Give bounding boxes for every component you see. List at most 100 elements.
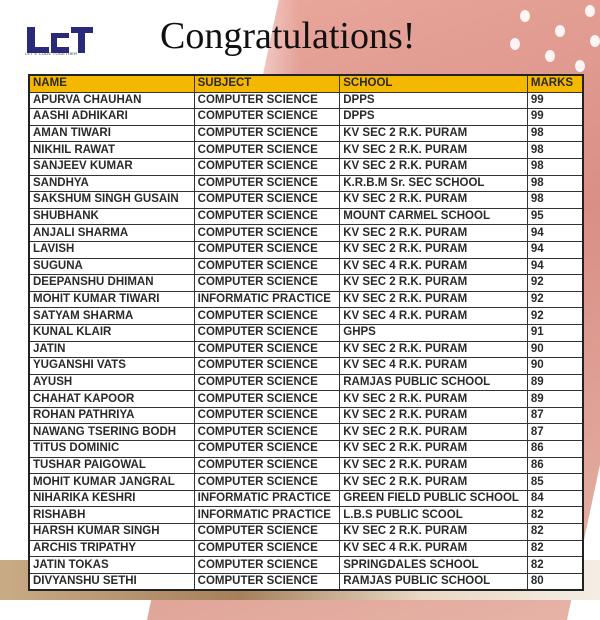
cell-subject: COMPUTER SCIENCE	[193, 406, 341, 425]
cell-school: KV SEC 2 R.K. PURAM	[339, 157, 528, 176]
cell-marks: 98	[526, 174, 584, 193]
cell-name: JATIN	[28, 340, 195, 359]
cell-marks: 90	[526, 357, 584, 375]
cell-school: SPRINGDALES SCHOOL	[339, 556, 528, 574]
cell-name: SANJEEV KUMAR	[28, 157, 195, 176]
cell-subject: COMPUTER SCIENCE	[193, 440, 341, 458]
table-header-row: NAME SUBJECT SCHOOL MARKS	[28, 74, 584, 93]
cell-school: KV SEC 2 R.K. PURAM	[339, 456, 528, 475]
cell-school: KV SEC 2 R.K. PURAM	[339, 473, 528, 491]
lct-logo	[27, 27, 93, 53]
cell-school: GREEN FIELD PUBLIC SCHOOL	[339, 489, 528, 508]
cell-name: HARSH KUMAR SINGH	[28, 523, 195, 541]
cell-school: KV SEC 2 R.K. PURAM	[339, 523, 528, 541]
cell-name: AMAN TIWARI	[28, 124, 195, 143]
cell-school: KV SEC 2 R.K. PURAM	[339, 191, 528, 209]
table-row: ANJALI SHARMA COMPUTER SCIENCE KV SEC 2 R.…	[28, 224, 584, 242]
cell-name: YUGANSHI VATS	[28, 357, 195, 375]
cell-name: SANDHYA	[28, 174, 195, 193]
cell-school: KV SEC 2 R.K. PURAM	[339, 141, 528, 159]
table-row: NIHARIKA KESHRI INFORMATIC PRACTICE GREEN …	[28, 489, 584, 508]
cell-school: KV SEC 2 R.K. PURAM	[339, 390, 528, 408]
table-row: SANDHYA COMPUTER SCIENCE K.R.B.M Sr. SEC S…	[28, 174, 584, 193]
cell-subject: COMPUTER SCIENCE	[193, 539, 341, 558]
table-row: NIKHIL RAWAT COMPUTER SCIENCE KV SEC 2 R.K…	[28, 141, 584, 159]
cell-marks: 99	[526, 91, 584, 110]
cell-subject: INFORMATIC PRACTICE	[193, 506, 341, 525]
cell-name: JATIN TOKAS	[28, 556, 195, 574]
cell-marks: 89	[526, 390, 584, 408]
cell-marks: 94	[526, 257, 584, 276]
cell-subject: COMPUTER SCIENCE	[193, 124, 341, 143]
cell-school: KV SEC 2 R.K. PURAM	[339, 423, 528, 442]
cell-marks: 92	[526, 274, 584, 292]
cell-name: SAKSHUM SINGH GUSAIN	[28, 191, 195, 209]
table-row: AYUSH COMPUTER SCIENCE RAMJAS PUBLIC SCHOO…	[28, 373, 584, 392]
cell-marks: 84	[526, 489, 584, 508]
cell-name: TUSHAR PAIGOWAL	[28, 456, 195, 475]
cell-school: KV SEC 4 R.K. PURAM	[339, 539, 528, 558]
table-row: ARCHIS TRIPATHY COMPUTER SCIENCE KV SEC 4 …	[28, 539, 584, 558]
cell-marks: 94	[526, 224, 584, 242]
cell-name: ROHAN PATHRIYA	[28, 406, 195, 425]
cell-marks: 91	[526, 323, 584, 342]
table-row: SAKSHUM SINGH GUSAIN COMPUTER SCIENCE KV S…	[28, 191, 584, 209]
header-subject: SUBJECT	[193, 74, 341, 93]
cell-name: APURVA CHAUHAN	[28, 91, 195, 110]
cell-subject: COMPUTER SCIENCE	[193, 373, 341, 392]
cell-name: ANJALI SHARMA	[28, 224, 195, 242]
cell-marks: 98	[526, 157, 584, 176]
cell-name: MOHIT KUMAR JANGRAL	[28, 473, 195, 491]
table-row: JATIN COMPUTER SCIENCE KV SEC 2 R.K. PURAM…	[28, 340, 584, 359]
table-row: APURVA CHAUHAN COMPUTER SCIENCE DPPS 99	[28, 91, 584, 110]
cell-school: DPPS	[339, 91, 528, 110]
cell-subject: COMPUTER SCIENCE	[193, 456, 341, 475]
header-marks: MARKS	[526, 74, 584, 93]
cell-name: AASHI ADHIKARI	[28, 108, 195, 126]
cell-school: GHPS	[339, 323, 528, 342]
cell-marks: 94	[526, 240, 584, 259]
cell-school: L.B.S PUBLIC SCOOL	[339, 506, 528, 525]
table-row: AASHI ADHIKARI COMPUTER SCIENCE DPPS 99	[28, 108, 584, 126]
cell-name: AYUSH	[28, 373, 195, 392]
table-row: SANJEEV KUMAR COMPUTER SCIENCE KV SEC 2 R.…	[28, 157, 584, 176]
table-row: SATYAM SHARMA COMPUTER SCIENCE KV SEC 4 R.…	[28, 307, 584, 325]
cell-marks: 85	[526, 473, 584, 491]
cell-school: KV SEC 4 R.K. PURAM	[339, 307, 528, 325]
table-row: YUGANSHI VATS COMPUTER SCIENCE KV SEC 4 R.…	[28, 357, 584, 375]
table-row: SHUBHANK COMPUTER SCIENCE MOUNT CARMEL SCH…	[28, 207, 584, 226]
cell-school: RAMJAS PUBLIC SCHOOL	[339, 373, 528, 392]
cell-name: RISHABH	[28, 506, 195, 525]
cell-subject: COMPUTER SCIENCE	[193, 423, 341, 442]
cell-marks: 82	[526, 523, 584, 541]
cell-school: RAMJAS PUBLIC SCHOOL	[339, 572, 528, 591]
cell-school: KV SEC 2 R.K. PURAM	[339, 406, 528, 425]
cell-name: SATYAM SHARMA	[28, 307, 195, 325]
cell-marks: 90	[526, 340, 584, 359]
cell-subject: COMPUTER SCIENCE	[193, 340, 341, 359]
cell-subject: COMPUTER SCIENCE	[193, 207, 341, 226]
cell-marks: 99	[526, 108, 584, 126]
cell-school: KV SEC 2 R.K. PURAM	[339, 340, 528, 359]
cell-subject: COMPUTER SCIENCE	[193, 191, 341, 209]
cell-subject: COMPUTER SCIENCE	[193, 274, 341, 292]
cell-marks: 89	[526, 373, 584, 392]
page-title: Congratulations!	[160, 15, 416, 57]
cell-marks: 98	[526, 191, 584, 209]
table-row: TITUS DOMINIC COMPUTER SCIENCE KV SEC 2 R.…	[28, 440, 584, 458]
table-row: TUSHAR PAIGOWAL COMPUTER SCIENCE KV SEC 2 …	[28, 456, 584, 475]
cell-school: KV SEC 2 R.K. PURAM	[339, 240, 528, 259]
table-row: RISHABH INFORMATIC PRACTICE L.B.S PUBLIC S…	[28, 506, 584, 525]
cell-subject: COMPUTER SCIENCE	[193, 141, 341, 159]
cell-marks: 87	[526, 406, 584, 425]
cell-subject: COMPUTER SCIENCE	[193, 572, 341, 591]
cell-subject: COMPUTER SCIENCE	[193, 224, 341, 242]
cell-marks: 82	[526, 556, 584, 574]
cell-subject: COMPUTER SCIENCE	[193, 91, 341, 110]
cell-school: K.R.B.M Sr. SEC SCHOOL	[339, 174, 528, 193]
cell-name: MOHIT KUMAR TIWARI	[28, 290, 195, 309]
cell-marks: 98	[526, 141, 584, 159]
cell-school: KV SEC 2 R.K. PURAM	[339, 124, 528, 143]
cell-school: KV SEC 2 R.K. PURAM	[339, 290, 528, 309]
cell-name: NIKHIL RAWAT	[28, 141, 195, 159]
